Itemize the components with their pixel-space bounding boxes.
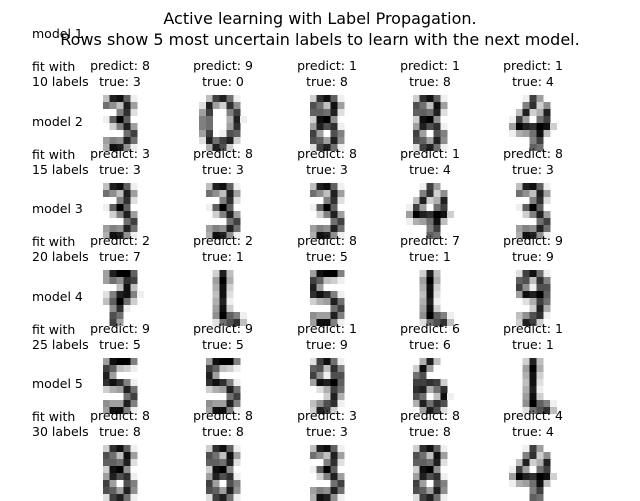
digit-image xyxy=(509,445,557,501)
digit-image xyxy=(406,445,454,501)
true-label: true: 5 xyxy=(202,336,244,352)
true-label: true: 5 xyxy=(99,336,141,352)
fit-label-line: 20 labels xyxy=(32,249,89,264)
figure: Active learning with Label Propagation. … xyxy=(32,9,580,501)
fit-label-line: 25 labels xyxy=(32,336,89,352)
true-label: true: 8 xyxy=(409,74,451,89)
predict-label: predict: 6 xyxy=(400,320,460,336)
predict-label: predict: 8 xyxy=(90,408,150,423)
predict-label: predict: 8 xyxy=(90,58,150,73)
true-label: true: 3 xyxy=(99,74,141,89)
true-label: true: 3 xyxy=(202,161,244,177)
fit-label-line: fit with xyxy=(32,146,76,162)
true-label: true: 7 xyxy=(99,249,141,264)
true-label: true: 3 xyxy=(99,161,141,177)
digit-image xyxy=(509,182,557,239)
predict-label: predict: 8 xyxy=(297,233,357,248)
true-label: true: 8 xyxy=(306,74,348,89)
predict-label: predict: 2 xyxy=(193,233,253,248)
predict-label: predict: 4 xyxy=(503,408,563,423)
digit-image xyxy=(96,445,144,501)
true-label: true: 9 xyxy=(512,249,554,264)
figure-title-line-2: Rows show 5 most uncertain labels to lea… xyxy=(60,30,580,49)
true-label: true: 3 xyxy=(306,424,348,439)
predict-label: predict: 1 xyxy=(503,320,563,336)
fit-label-line: fit with xyxy=(32,59,76,74)
digit-image xyxy=(406,357,454,414)
fit-label-line: fit with xyxy=(32,321,76,337)
digit-image xyxy=(303,182,351,239)
predict-label: predict: 8 xyxy=(297,145,357,161)
digit-image xyxy=(303,270,351,326)
predict-label: predict: 2 xyxy=(90,233,150,248)
model-label: model 3 xyxy=(32,201,83,216)
predict-label: predict: 9 xyxy=(503,233,563,248)
digit-image xyxy=(199,182,247,239)
digit-image xyxy=(96,182,144,239)
true-label: true: 8 xyxy=(409,424,451,439)
digit-image xyxy=(199,357,247,414)
predict-label: predict: 7 xyxy=(400,233,460,248)
predict-label: predict: 8 xyxy=(193,145,253,161)
digit-image xyxy=(199,270,247,326)
fit-label-line: fit with xyxy=(32,234,76,249)
fit-label-line: fit with xyxy=(32,409,76,424)
true-label: true: 1 xyxy=(512,336,554,352)
predict-label: predict: 1 xyxy=(503,58,563,73)
true-label: true: 1 xyxy=(202,249,244,264)
true-label: true: 8 xyxy=(99,424,141,439)
predict-label: predict: 9 xyxy=(193,58,253,73)
true-label: true: 3 xyxy=(512,161,554,177)
model-label: model 1 xyxy=(32,26,83,41)
predict-label: predict: 8 xyxy=(193,408,253,423)
predict-label: predict: 1 xyxy=(297,58,357,73)
true-label: true: 5 xyxy=(306,249,348,264)
true-label: true: 6 xyxy=(409,336,451,352)
predict-label: predict: 9 xyxy=(193,320,253,336)
digit-image xyxy=(96,357,144,414)
true-label: true: 4 xyxy=(409,161,451,177)
digit-image xyxy=(509,357,557,414)
predict-label: predict: 8 xyxy=(503,145,563,161)
digit-image xyxy=(406,95,454,151)
model-label: model 5 xyxy=(32,376,83,391)
predict-label: predict: 8 xyxy=(400,408,460,423)
true-label: true: 4 xyxy=(512,74,554,89)
true-label: true: 9 xyxy=(306,336,348,352)
digit-image xyxy=(199,445,247,501)
fit-label-line: 30 labels xyxy=(32,424,89,439)
predict-label: predict: 3 xyxy=(90,145,150,161)
predict-label: predict: 3 xyxy=(297,408,357,423)
true-label: true: 0 xyxy=(202,74,244,89)
digit-image xyxy=(509,95,557,151)
predict-label: predict: 9 xyxy=(90,320,150,336)
model-label: model 2 xyxy=(32,113,83,129)
true-label: true: 3 xyxy=(306,161,348,177)
predict-label: predict: 1 xyxy=(400,145,460,161)
digit-image xyxy=(509,270,557,326)
model-label: model 4 xyxy=(32,288,83,304)
digit-image xyxy=(406,270,454,326)
fit-label-line: 15 labels xyxy=(32,161,89,177)
predict-label: predict: 1 xyxy=(400,58,460,73)
digit-image xyxy=(303,445,351,501)
digit-image xyxy=(303,95,351,151)
predict-label: predict: 1 xyxy=(297,320,357,336)
true-label: true: 1 xyxy=(409,249,451,264)
digit-image xyxy=(303,357,351,414)
figure-title-line-1: Active learning with Label Propagation. xyxy=(163,9,477,28)
digit-image xyxy=(406,182,454,239)
digit-image xyxy=(96,95,144,151)
true-label: true: 8 xyxy=(202,424,244,439)
digit-image xyxy=(199,95,247,151)
digit-image xyxy=(96,270,144,326)
true-label: true: 4 xyxy=(512,424,554,439)
fit-label-line: 10 labels xyxy=(32,74,89,89)
